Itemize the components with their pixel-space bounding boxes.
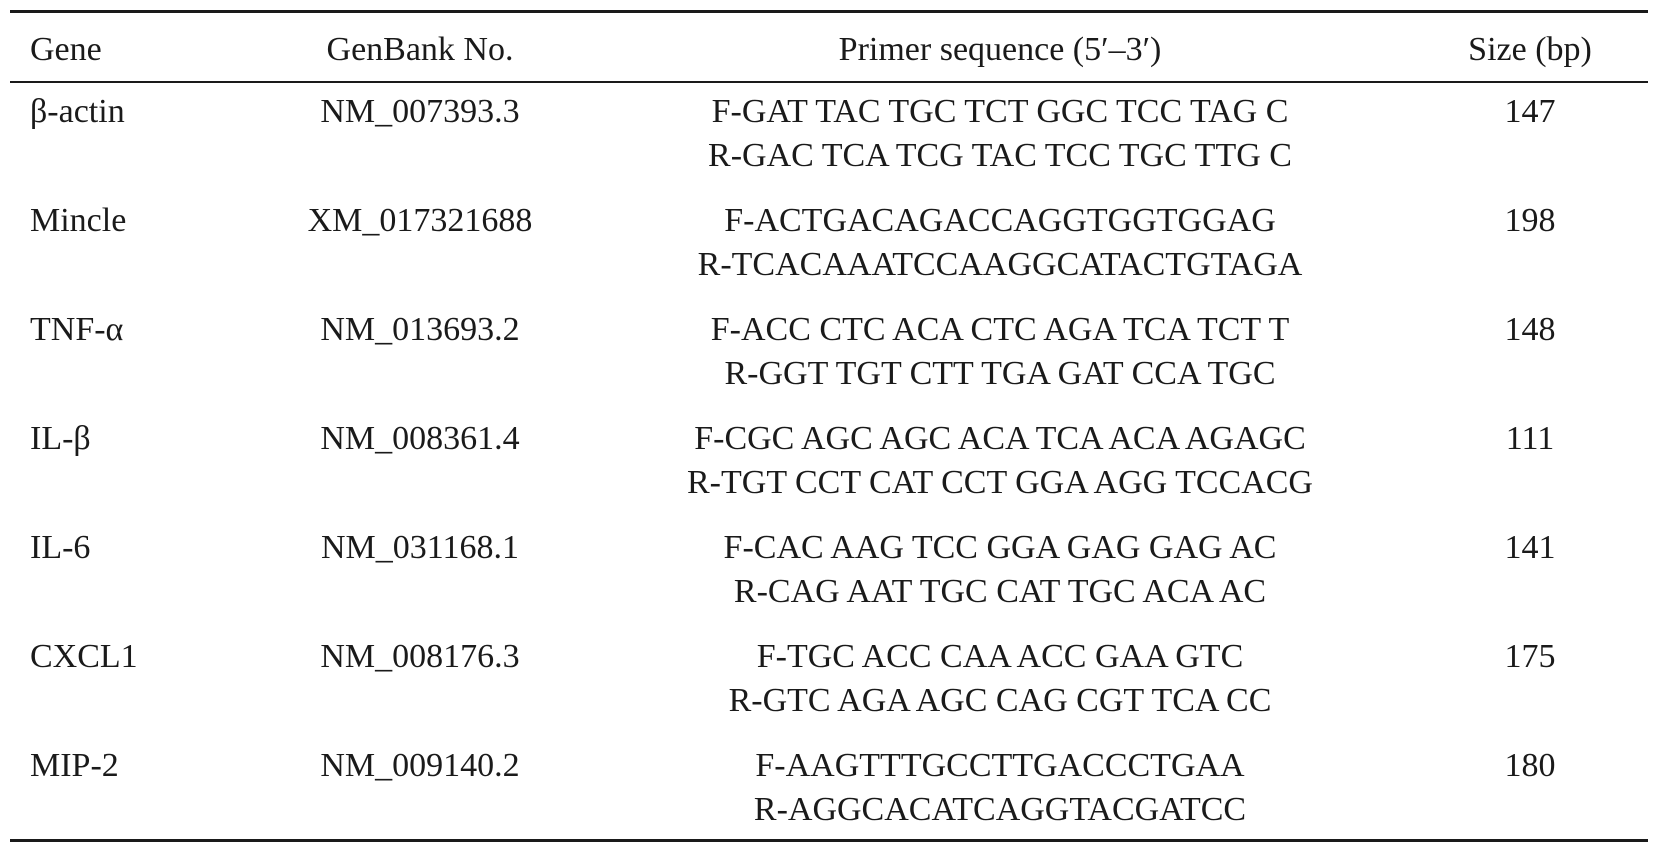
size-cell: 175 bbox=[1504, 638, 1556, 675]
reverse-primer: R-CAG AAT TGC CAT TGC ACA AC bbox=[733, 573, 1267, 610]
genbank-cell: NM_009140.2 bbox=[320, 747, 520, 784]
genbank-cell: NM_007393.3 bbox=[320, 93, 520, 130]
reverse-primer: R-GTC AGA AGC CAG CGT TCA CC bbox=[728, 682, 1272, 719]
primer-table: Gene GenBank No. Primer sequence (5′–3′)… bbox=[10, 10, 1648, 842]
gene-cell: β-actin bbox=[30, 93, 125, 130]
table-top-rule bbox=[10, 10, 1648, 13]
reverse-primer: R-TCACAAATCCAAGGCATACTGTAGA bbox=[697, 246, 1303, 283]
header-primer-sequence: Primer sequence (5′–3′) bbox=[838, 31, 1162, 68]
gene-cell: MIP-2 bbox=[30, 747, 119, 784]
primer-cell: F-CGC AGC AGC ACA TCA ACA AGAGC R-TGT CC… bbox=[650, 417, 1350, 505]
gene-cell: TNF-α bbox=[30, 311, 124, 348]
size-cell: 198 bbox=[1504, 202, 1556, 239]
reverse-primer: R-GAC TCA TCG TAC TCC TGC TTG C bbox=[708, 137, 1292, 174]
size-cell: 180 bbox=[1504, 747, 1556, 784]
gene-cell: Mincle bbox=[30, 202, 127, 239]
forward-primer: F-ACTGACAGACCAGGTGGTGGAG bbox=[724, 202, 1276, 239]
table-row: IL-β NM_008361.4 F-CGC AGC AGC ACA TCA A… bbox=[10, 417, 1648, 526]
table-row: MIP-2 NM_009140.2 F-AAGTTTGCCTTGACCCTGAA… bbox=[10, 744, 1648, 853]
forward-primer: F-TGC ACC CAA ACC GAA GTC bbox=[756, 638, 1244, 675]
header-gene: Gene bbox=[30, 31, 102, 68]
forward-primer: F-CGC AGC AGC ACA TCA ACA AGAGC bbox=[694, 420, 1306, 457]
table-bottom-rule bbox=[10, 839, 1648, 842]
forward-primer: F-AAGTTTGCCTTGACCCTGAA bbox=[755, 747, 1245, 784]
genbank-cell: NM_013693.2 bbox=[320, 311, 520, 348]
forward-primer: F-GAT TAC TGC TCT GGC TCC TAG C bbox=[711, 93, 1289, 130]
primer-cell: F-GAT TAC TGC TCT GGC TCC TAG C R-GAC TC… bbox=[650, 90, 1350, 178]
table-row: IL-6 NM_031168.1 F-CAC AAG TCC GGA GAG G… bbox=[10, 526, 1648, 635]
table-row: β-actin NM_007393.3 F-GAT TAC TGC TCT GG… bbox=[10, 90, 1648, 199]
gene-cell: IL-6 bbox=[30, 529, 91, 566]
header-size: Size (bp) bbox=[1468, 31, 1592, 68]
gene-cell: IL-β bbox=[30, 420, 91, 457]
reverse-primer: R-AGGCACATCAGGTACGATCC bbox=[753, 791, 1247, 828]
table-row: TNF-α NM_013693.2 F-ACC CTC ACA CTC AGA … bbox=[10, 308, 1648, 417]
table-row: CXCL1 NM_008176.3 F-TGC ACC CAA ACC GAA … bbox=[10, 635, 1648, 744]
size-cell: 141 bbox=[1504, 529, 1556, 566]
primer-cell: F-AAGTTTGCCTTGACCCTGAA R-AGGCACATCAGGTAC… bbox=[650, 744, 1350, 832]
genbank-cell: NM_031168.1 bbox=[320, 529, 520, 566]
size-cell: 148 bbox=[1504, 311, 1556, 348]
primer-cell: F-TGC ACC CAA ACC GAA GTC R-GTC AGA AGC … bbox=[650, 635, 1350, 723]
reverse-primer: R-TGT CCT CAT CCT GGA AGG TCCACG bbox=[687, 464, 1313, 501]
forward-primer: F-ACC CTC ACA CTC AGA TCA TCT T bbox=[710, 311, 1290, 348]
header-genbank: GenBank No. bbox=[326, 31, 514, 68]
genbank-cell: XM_017321688 bbox=[307, 202, 533, 239]
table-body: β-actin NM_007393.3 F-GAT TAC TGC TCT GG… bbox=[10, 90, 1648, 853]
primer-cell: F-ACTGACAGACCAGGTGGTGGAG R-TCACAAATCCAAG… bbox=[650, 199, 1350, 287]
table-header-rule bbox=[10, 81, 1648, 83]
table-row: Mincle XM_017321688 F-ACTGACAGACCAGGTGGT… bbox=[10, 199, 1648, 308]
size-cell: 147 bbox=[1504, 93, 1556, 130]
size-cell: 111 bbox=[1505, 420, 1555, 457]
gene-cell: CXCL1 bbox=[30, 638, 138, 675]
primer-cell: F-ACC CTC ACA CTC AGA TCA TCT T R-GGT TG… bbox=[650, 308, 1350, 396]
genbank-cell: NM_008176.3 bbox=[320, 638, 520, 675]
forward-primer: F-CAC AAG TCC GGA GAG GAG AC bbox=[723, 529, 1277, 566]
primer-cell: F-CAC AAG TCC GGA GAG GAG AC R-CAG AAT T… bbox=[650, 526, 1350, 614]
genbank-cell: NM_008361.4 bbox=[320, 420, 520, 457]
reverse-primer: R-GGT TGT CTT TGA GAT CCA TGC bbox=[724, 355, 1276, 392]
